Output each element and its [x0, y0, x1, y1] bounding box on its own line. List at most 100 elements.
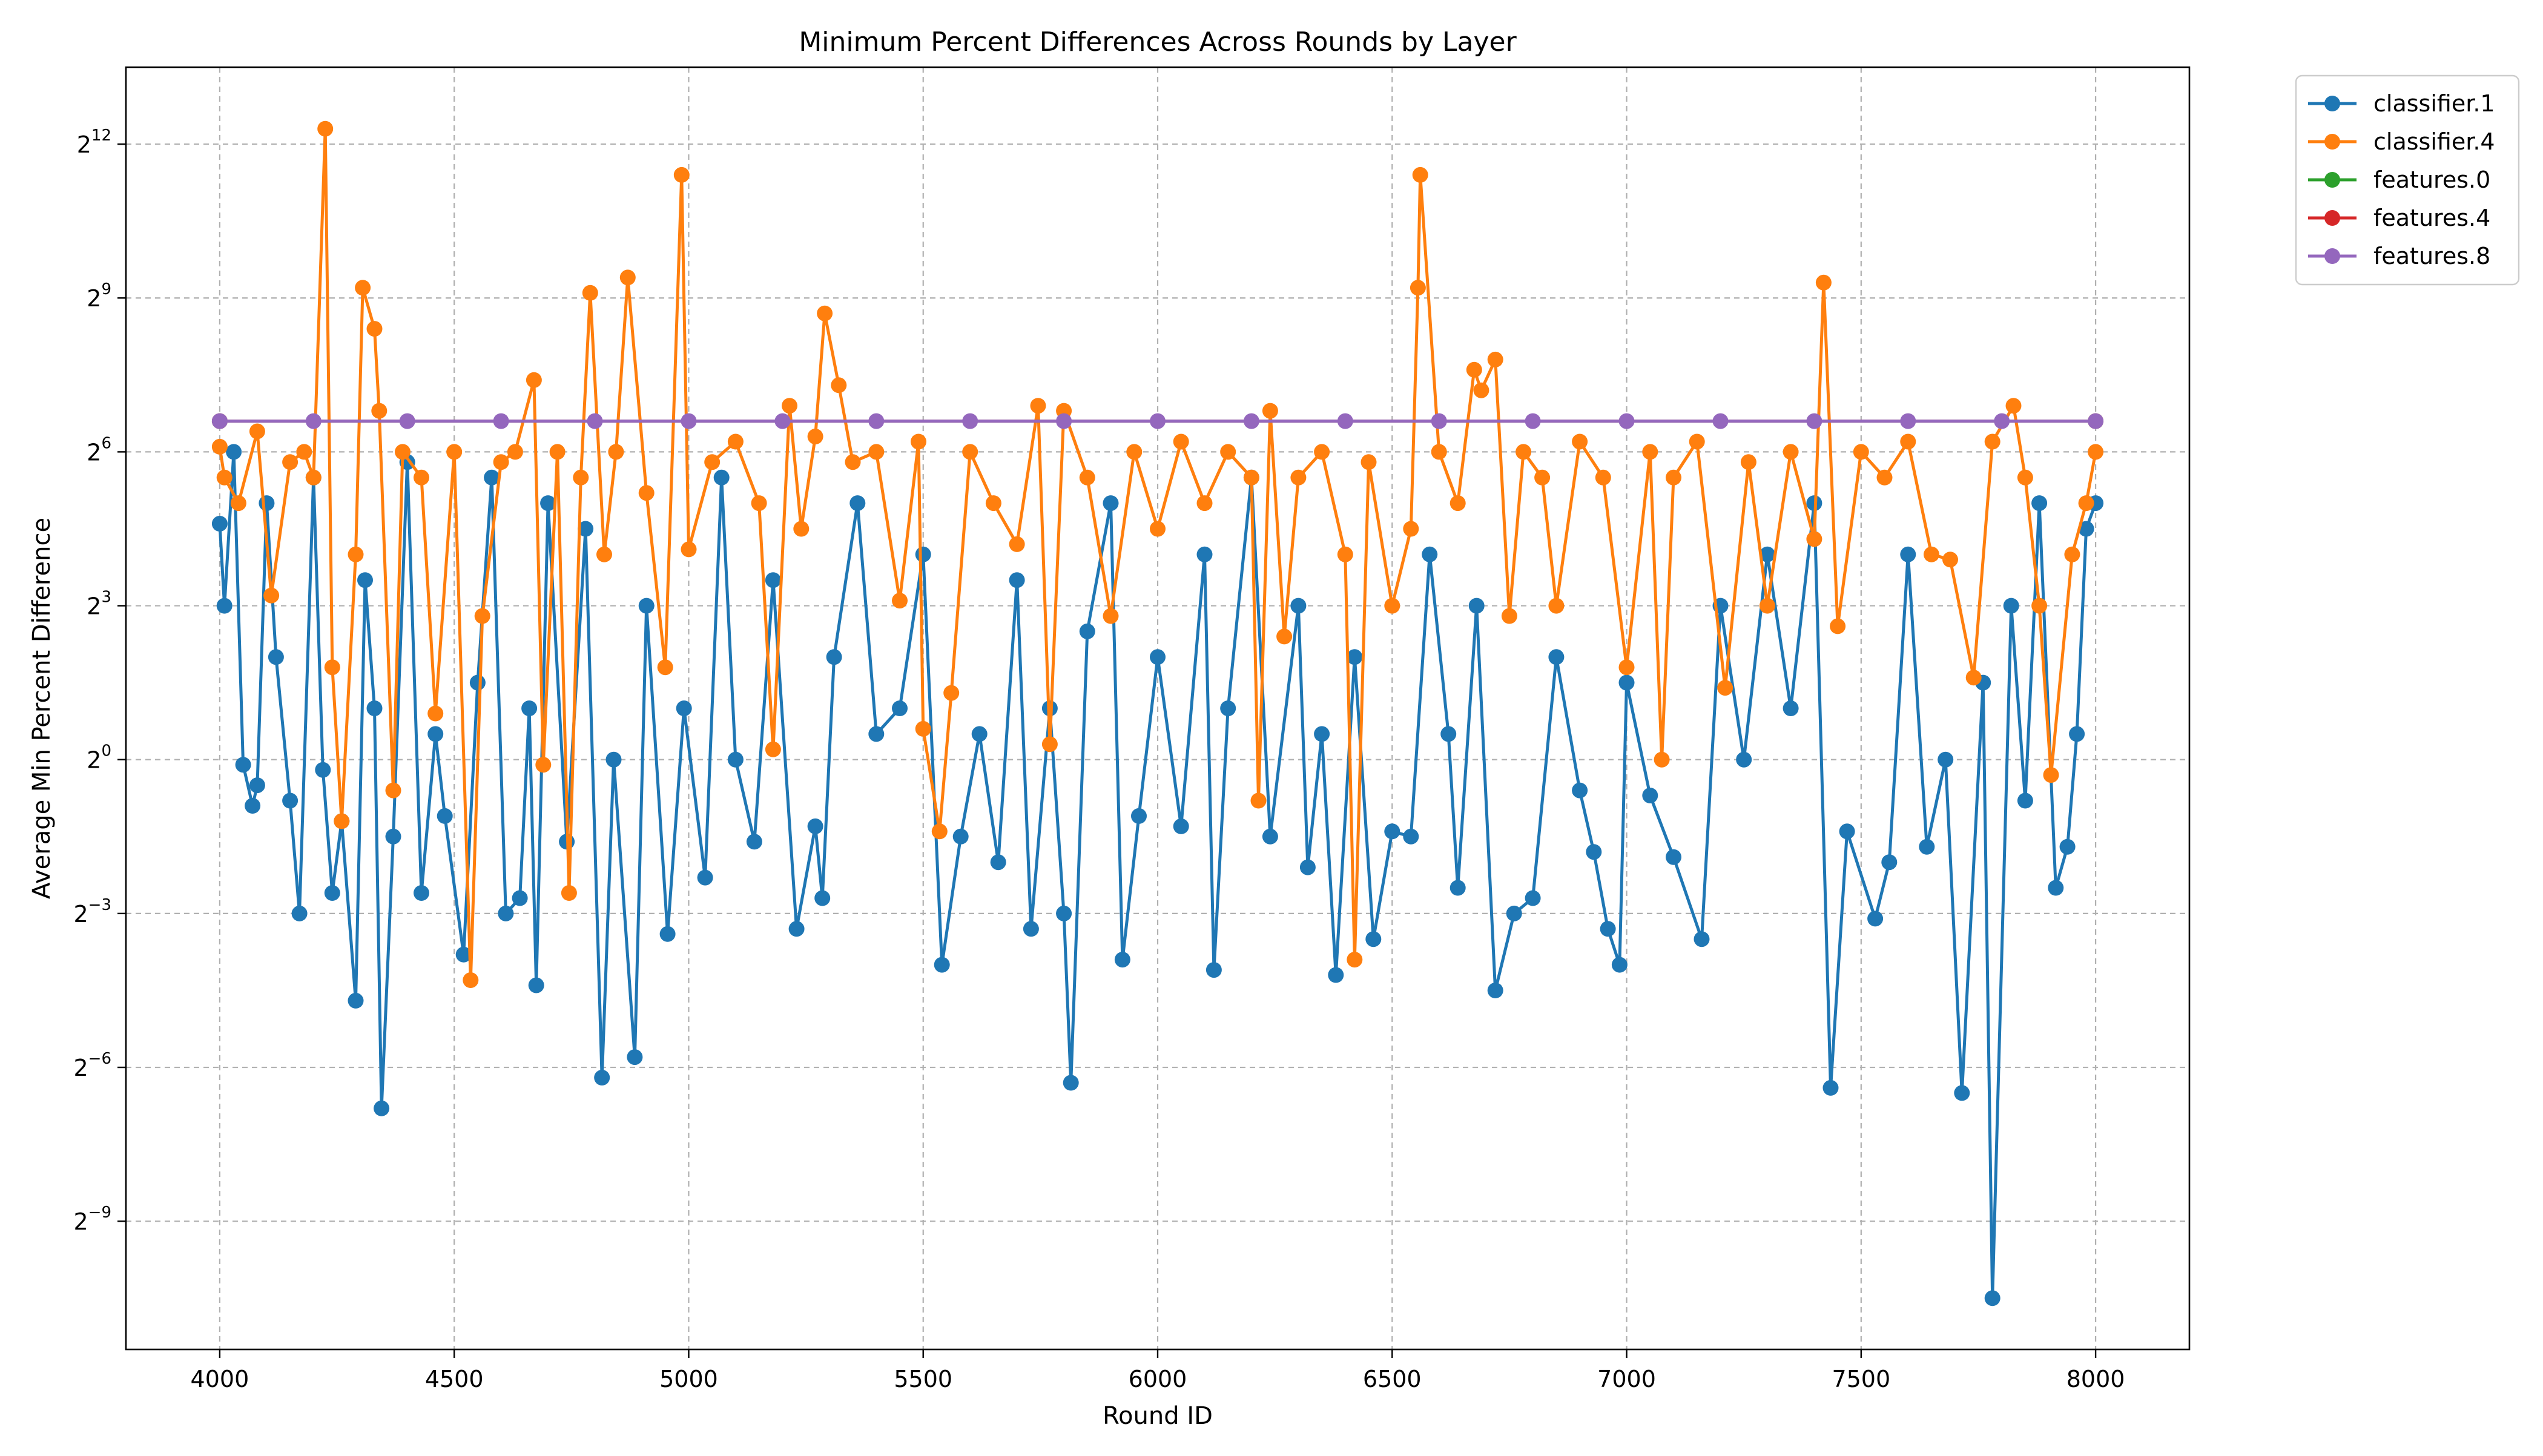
data-point [1759, 598, 1775, 614]
data-point [1403, 828, 1419, 845]
data-point [1103, 608, 1119, 624]
data-point [427, 705, 444, 722]
legend-item: features.0 [2308, 166, 2490, 193]
data-point [305, 469, 322, 486]
series-classifier-4 [211, 120, 2104, 988]
data-point [765, 741, 781, 757]
data-point [578, 521, 594, 537]
data-point [1595, 469, 1611, 486]
data-point [594, 1070, 610, 1085]
data-point [211, 413, 228, 429]
data-point [1276, 628, 1293, 645]
data-point [1079, 623, 1095, 639]
data-point [831, 377, 847, 394]
data-point [230, 495, 246, 512]
data-point [1586, 844, 1602, 860]
data-point [1450, 495, 1466, 512]
data-point [1150, 649, 1166, 665]
data-point [1534, 469, 1551, 486]
data-point [1056, 905, 1072, 921]
data-point [826, 649, 842, 665]
data-point [1337, 546, 1353, 562]
data-point [1783, 700, 1799, 716]
data-point [573, 469, 589, 486]
data-point [1063, 1075, 1079, 1091]
data-point [549, 444, 566, 460]
data-point [2017, 469, 2033, 486]
data-point [2088, 413, 2104, 429]
data-point [1023, 921, 1039, 937]
data-point [366, 700, 383, 716]
y-tick-label: 2−6 [73, 1050, 111, 1081]
data-point [746, 834, 762, 850]
legend-label: classifier.1 [2373, 90, 2495, 117]
x-axis-label: Round ID [1103, 1402, 1213, 1430]
data-point [814, 890, 831, 906]
data-point [1919, 838, 1935, 855]
data-point [249, 777, 265, 794]
data-point [528, 977, 544, 993]
data-point [915, 546, 931, 562]
data-point [1806, 413, 1822, 429]
legend-label: features.4 [2373, 205, 2490, 231]
data-point [1262, 828, 1278, 845]
data-point [249, 423, 265, 440]
data-point [971, 726, 988, 742]
y-tick-label: 212 [77, 127, 111, 158]
data-point [788, 921, 805, 937]
data-point [414, 469, 429, 486]
data-point [892, 593, 908, 609]
data-point [427, 726, 444, 742]
data-point [1450, 880, 1466, 896]
data-point [751, 495, 767, 512]
data-point [455, 946, 472, 963]
data-point [713, 469, 730, 486]
data-point [638, 598, 655, 614]
x-tick-label: 7000 [1597, 1366, 1656, 1392]
series-line [218, 127, 2097, 982]
data-point [1030, 398, 1046, 414]
data-point [1173, 818, 1189, 834]
data-point [216, 469, 233, 486]
data-point [2059, 838, 2076, 855]
data-point [463, 972, 479, 988]
data-point [1103, 495, 1119, 512]
legend-item: classifier.4 [2308, 128, 2495, 155]
x-tick-label: 4500 [425, 1366, 484, 1392]
data-point [1900, 546, 1916, 562]
data-point [673, 166, 690, 183]
data-point [1150, 413, 1166, 429]
data-point [2078, 495, 2094, 512]
data-point [211, 438, 228, 455]
data-point [1666, 849, 1681, 865]
data-point [1712, 413, 1729, 429]
data-point [1131, 808, 1147, 824]
data-point [1009, 536, 1025, 552]
data-point [1525, 890, 1541, 906]
data-point [324, 885, 340, 901]
data-point [1466, 361, 1482, 378]
data-point [990, 854, 1006, 871]
data-point [493, 454, 509, 470]
data-point [1150, 521, 1166, 537]
legend-item: features.4 [2308, 205, 2490, 231]
data-point [1347, 952, 1363, 968]
data-point [619, 269, 636, 286]
data-point [1328, 967, 1344, 983]
data-point [1473, 382, 1489, 398]
data-point [1220, 444, 1236, 460]
data-point [374, 1100, 390, 1116]
x-tick-label: 8000 [2066, 1366, 2125, 1392]
series-classifier-1 [211, 444, 2104, 1306]
data-point [911, 433, 926, 450]
data-point [849, 495, 866, 512]
y-tick-label: 2−9 [73, 1204, 111, 1235]
data-point [296, 444, 312, 460]
data-point [1654, 751, 1670, 768]
data-point [521, 700, 538, 716]
data-point [1506, 905, 1522, 921]
data-point [1666, 469, 1681, 486]
data-point [638, 485, 655, 501]
data-point [334, 813, 350, 829]
